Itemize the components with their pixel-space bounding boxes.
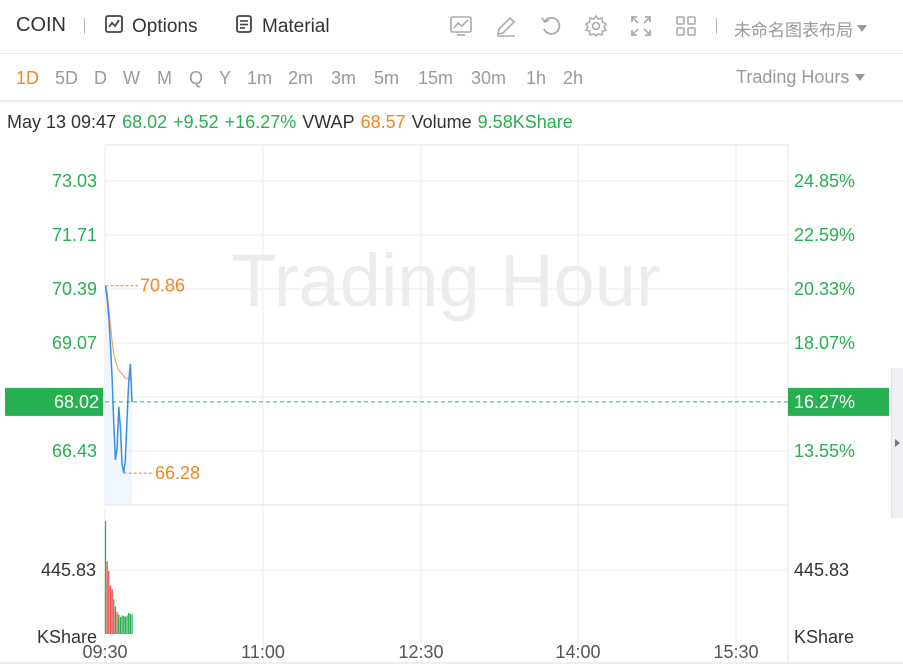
watermark: Trading Hour bbox=[231, 239, 660, 322]
volume-bar bbox=[108, 571, 110, 634]
vwap-line bbox=[104, 285, 132, 381]
quote-price: 68.02 bbox=[122, 112, 168, 132]
period-5m[interactable]: 5m bbox=[374, 68, 400, 88]
price-tick-label: 70.39 bbox=[52, 279, 97, 299]
period-d[interactable]: D bbox=[94, 68, 107, 88]
volume-bar bbox=[126, 615, 128, 634]
period-1h[interactable]: 1h bbox=[526, 68, 547, 88]
time-tick-label: 12:30 bbox=[398, 642, 443, 662]
volume-bar bbox=[109, 585, 112, 634]
period-15m[interactable]: 15m bbox=[418, 68, 454, 88]
period-1m[interactable]: 1m bbox=[247, 68, 273, 88]
time-tick-label: 15:30 bbox=[713, 642, 758, 662]
price-tick-label: 69.07 bbox=[52, 333, 97, 353]
fullscreen-icon[interactable] bbox=[629, 14, 653, 38]
layout-label: 未命名图表布局 bbox=[734, 21, 853, 41]
trading-hours-label: Trading Hours bbox=[736, 67, 850, 87]
trading-hours-select[interactable]: Trading Hours bbox=[736, 67, 866, 88]
current-price-badge-label: 68.02 bbox=[54, 392, 99, 412]
volume-bar bbox=[124, 616, 127, 634]
caret-down-icon bbox=[855, 74, 866, 81]
quote-change-pct: +16.27% bbox=[224, 112, 297, 132]
price-tick-label: 66.43 bbox=[52, 441, 97, 461]
toolbar-divider bbox=[716, 18, 717, 34]
volume-tick-label: 445.83 bbox=[794, 560, 849, 580]
options-button[interactable]: Options bbox=[104, 14, 197, 40]
percent-tick-label: 24.85% bbox=[794, 171, 855, 191]
chevron-right-icon bbox=[895, 439, 900, 447]
price-tick-label: 73.03 bbox=[52, 171, 97, 191]
layout-grid-icon[interactable] bbox=[674, 14, 698, 38]
percent-tick-label: 13.55% bbox=[794, 441, 855, 461]
draw-icon[interactable] bbox=[494, 14, 518, 38]
material-button[interactable]: Material bbox=[234, 14, 330, 40]
volume-unit-label: KShare bbox=[37, 627, 97, 647]
price-tick-label: 71.71 bbox=[52, 225, 97, 245]
high-label: 70.86 bbox=[140, 276, 185, 296]
period-q[interactable]: Q bbox=[189, 68, 204, 88]
volume-bar bbox=[128, 613, 130, 634]
period-w[interactable]: W bbox=[123, 68, 140, 88]
percent-tick-label: 18.07% bbox=[794, 333, 855, 353]
volume-bar bbox=[114, 606, 117, 634]
volume-bar bbox=[104, 521, 107, 634]
chart-frame bbox=[104, 144, 789, 664]
period-5d[interactable]: 5D bbox=[55, 68, 79, 88]
percent-tick-label: 20.33% bbox=[794, 279, 855, 299]
gear-icon[interactable] bbox=[584, 14, 608, 38]
volume-bar bbox=[118, 614, 120, 634]
options-label: Options bbox=[132, 16, 198, 37]
current-price-badge bbox=[5, 387, 103, 416]
quote-change: +9.52 bbox=[173, 112, 219, 132]
volume-label: Volume bbox=[411, 112, 472, 132]
period-2m[interactable]: 2m bbox=[288, 68, 314, 88]
volume-bar bbox=[119, 617, 122, 634]
top-toolbar: COIN Options Material 未命名图表布局 bbox=[0, 0, 903, 54]
period-30m[interactable]: 30m bbox=[471, 68, 507, 88]
symbol-label[interactable]: COIN bbox=[16, 14, 66, 36]
price-area-fill bbox=[105, 285, 132, 505]
reset-icon[interactable] bbox=[539, 14, 563, 38]
material-label: Material bbox=[262, 16, 330, 37]
vwap-label: VWAP bbox=[302, 112, 355, 132]
volume-bar bbox=[131, 614, 133, 634]
price-line bbox=[104, 285, 133, 474]
quote-datetime: May 13 09:47 bbox=[7, 112, 117, 132]
volume-bar bbox=[106, 561, 108, 634]
current-percent-badge-label: 16.27% bbox=[794, 392, 855, 412]
current-percent-badge bbox=[788, 387, 889, 416]
document-icon bbox=[234, 14, 254, 40]
volume-bar bbox=[123, 615, 125, 634]
quote-info-line: May 13 09:47 68.02 +9.52 +16.27% VWAP 68.57 Vo… bbox=[7, 112, 579, 133]
volume-value: 9.58KShare bbox=[477, 112, 573, 132]
time-tick-label: 11:00 bbox=[241, 642, 285, 662]
volume-bar bbox=[121, 615, 123, 634]
volume-bar bbox=[111, 588, 113, 634]
volume-bar bbox=[113, 599, 115, 634]
caret-down-icon bbox=[857, 25, 867, 32]
volume-bar bbox=[116, 612, 118, 634]
volume-bar bbox=[129, 613, 131, 634]
time-tick-label: 14:00 bbox=[555, 642, 600, 662]
layout-select[interactable]: 未命名图表布局 bbox=[734, 16, 867, 41]
intraday-chart[interactable]: Trading Hour73.0371.7170.3969.0767.7566.… bbox=[0, 140, 903, 667]
chart-settings-icon bbox=[104, 14, 124, 40]
period-2h[interactable]: 2h bbox=[563, 68, 584, 88]
period-m[interactable]: M bbox=[157, 68, 172, 88]
period-1d[interactable]: 1D bbox=[16, 68, 40, 88]
time-tick-label: 09:30 bbox=[82, 642, 127, 662]
period-bar: 1D 5D D W M Q Y 1m 2m 3m 5m 15m 30m 1h 2h Trading Hour… bbox=[0, 54, 903, 102]
side-panel-toggle[interactable] bbox=[891, 368, 903, 518]
percent-tick-label: 22.59% bbox=[794, 225, 855, 245]
period-y[interactable]: Y bbox=[219, 68, 232, 88]
volume-tick-label: 445.83 bbox=[41, 560, 96, 580]
volume-unit-label: KShare bbox=[794, 627, 854, 647]
toolbar-divider bbox=[84, 18, 85, 34]
indicator-chart-icon[interactable] bbox=[449, 14, 473, 38]
vwap-value: 68.57 bbox=[360, 112, 406, 132]
period-3m[interactable]: 3m bbox=[331, 68, 357, 88]
low-label: 66.28 bbox=[155, 463, 200, 483]
